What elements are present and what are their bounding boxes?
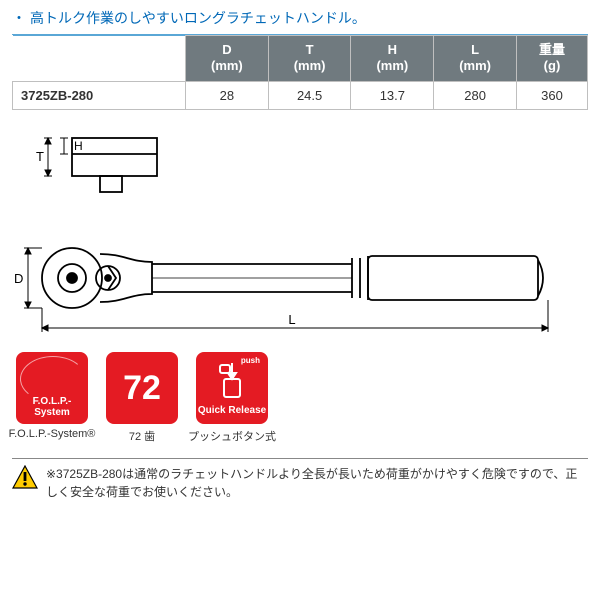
- table-header-blank: [13, 36, 186, 82]
- dim-label-H: H: [74, 139, 83, 153]
- badge-caption: プッシュボタン式: [188, 428, 276, 444]
- headline-text: 高トルク作業のしやすいロングラチェットハンドル。: [30, 8, 366, 28]
- badge-folp: F.O.L.P.-System F.O.L.P.-System®: [12, 352, 92, 440]
- badge-icon-72: 72: [106, 352, 178, 424]
- table-header: D(mm): [186, 36, 269, 82]
- headline-row: ・ 高トルク作業のしやすいロングラチェットハンドル。: [12, 8, 588, 28]
- table-header: 重量(g): [516, 36, 587, 82]
- table-header: H(mm): [351, 36, 434, 82]
- spec-table: D(mm) T(mm) H(mm) L(mm) 重量(g) 3725ZB-280…: [12, 35, 588, 110]
- bullet-icon: ・: [12, 8, 26, 28]
- table-cell: 13.7: [351, 81, 434, 109]
- badge-caption: F.O.L.P.-System®: [9, 428, 96, 440]
- warning-icon: [12, 465, 38, 489]
- warning-text: ※3725ZB-280は通常のラチェットハンドルより全長が長いため荷重がかけやす…: [46, 465, 588, 501]
- badge-icon-qr: push Quick Release: [196, 352, 268, 424]
- table-cell: 28: [186, 81, 269, 109]
- table-header: L(mm): [434, 36, 517, 82]
- row-label: 3725ZB-280: [13, 81, 186, 109]
- table-cell: 360: [516, 81, 587, 109]
- feature-badges: F.O.L.P.-System F.O.L.P.-System® 72 72 歯…: [12, 352, 588, 444]
- warning-row: ※3725ZB-280は通常のラチェットハンドルより全長が長いため荷重がかけやす…: [12, 458, 588, 501]
- table-cell: 24.5: [268, 81, 351, 109]
- table-header: T(mm): [268, 36, 351, 82]
- table-row: 3725ZB-280 28 24.5 13.7 280 360: [13, 81, 588, 109]
- badge-icon-folp: F.O.L.P.-System: [16, 352, 88, 424]
- dim-label-D: D: [14, 271, 23, 286]
- technical-diagram: T H: [12, 128, 572, 338]
- badge-caption: 72 歯: [129, 428, 155, 444]
- dim-label-T: T: [36, 149, 44, 164]
- table-header-row: D(mm) T(mm) H(mm) L(mm) 重量(g): [13, 36, 588, 82]
- dim-label-L: L: [288, 312, 295, 327]
- badge-teeth: 72 72 歯: [102, 352, 182, 444]
- badge-quick-release: push Quick Release プッシュボタン式: [192, 352, 272, 444]
- table-cell: 280: [434, 81, 517, 109]
